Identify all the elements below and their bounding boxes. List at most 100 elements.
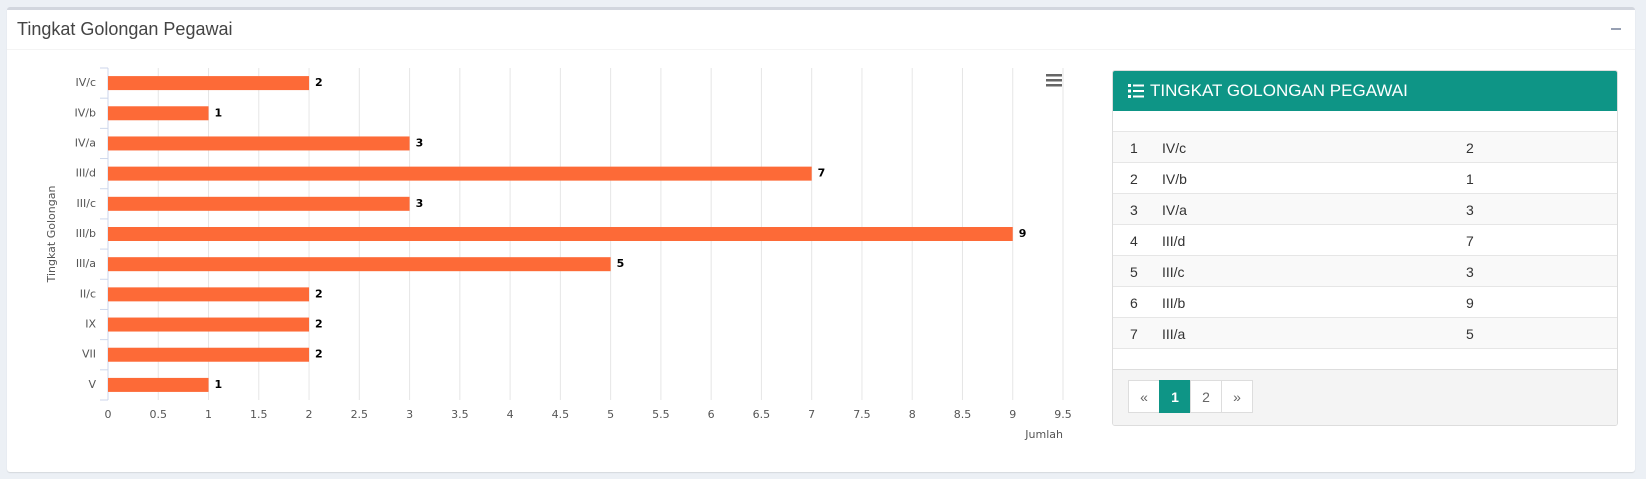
table-cell: 9	[1466, 295, 1474, 311]
x-tick-label: 3.5	[451, 408, 469, 421]
page-button[interactable]: «	[1128, 380, 1160, 413]
table-cell: 4	[1130, 233, 1138, 249]
data-label: 1	[215, 106, 223, 119]
x-tick-label: 4.5	[552, 408, 570, 421]
table-cell: 7	[1466, 233, 1474, 249]
y-tick-label: V	[88, 378, 96, 391]
table-cell: 3	[1466, 264, 1474, 280]
x-tick-label: 1.5	[250, 408, 268, 421]
table-cell: 3	[1466, 202, 1474, 218]
table-cell: 1	[1466, 171, 1474, 187]
table-box: TINGKAT GOLONGAN PEGAWAI 1 IV/c 2 2 IV/b 1 3 IV…	[1112, 70, 1618, 426]
table-row: 6 III/b 9	[1113, 286, 1617, 318]
x-tick-label: 2	[306, 408, 313, 421]
x-tick-label: 4	[507, 408, 514, 421]
bar	[108, 76, 310, 91]
page-button[interactable]: »	[1221, 380, 1253, 413]
y-tick-label: IV/c	[75, 76, 96, 89]
x-tick-label: 7.5	[853, 408, 871, 421]
collapse-button[interactable]	[1611, 28, 1621, 30]
y-tick-label: IV/a	[75, 136, 96, 149]
table-cell: 1	[1130, 140, 1138, 156]
x-axis-title: Jumlah	[1024, 428, 1063, 441]
table-cell: 5	[1466, 326, 1474, 342]
y-tick-label: VII	[82, 348, 96, 361]
page-button[interactable]: 1	[1159, 380, 1191, 413]
table-cell: IV/c	[1162, 140, 1187, 156]
data-label: 3	[416, 197, 424, 210]
table-cell: III/c	[1162, 264, 1185, 280]
x-tick-label: 9	[1009, 408, 1016, 421]
x-tick-label: 8.5	[954, 408, 972, 421]
table-cell: 3	[1130, 202, 1138, 218]
page-button[interactable]: 2	[1190, 380, 1222, 413]
panel-title: Tingkat Golongan Pegawai	[17, 19, 233, 39]
x-tick-label: 0	[105, 408, 112, 421]
data-label: 2	[315, 348, 323, 361]
x-tick-label: 6.5	[753, 408, 771, 421]
table-cell: III/b	[1162, 295, 1186, 311]
x-tick-label: 6	[708, 408, 715, 421]
bar	[108, 227, 1013, 241]
panel: Tingkat Golongan Pegawai 0 0.5 1 1.5 2 2.5 3 3.…	[7, 7, 1635, 472]
data-label: 3	[416, 136, 424, 149]
table-cell: III/d	[1162, 233, 1186, 249]
bar	[108, 166, 812, 181]
x-tick-label: 0.5	[150, 408, 168, 421]
table-row: 1 IV/c 2	[1113, 131, 1617, 163]
bar	[108, 106, 209, 121]
x-tick-label: 2.5	[351, 408, 369, 421]
y-tick-label: III/d	[76, 167, 96, 180]
x-tick-label: 5	[607, 408, 614, 421]
data-label: 2	[315, 76, 323, 89]
data-label: 5	[617, 257, 625, 270]
y-tick-label: III/c	[77, 197, 97, 210]
y-tick-label: IX	[85, 318, 96, 331]
bar	[108, 287, 310, 302]
bar	[108, 136, 410, 151]
table-row: 3 IV/a 3	[1113, 193, 1617, 225]
data-label: 1	[215, 378, 223, 391]
table-footer: «1 2»	[1113, 369, 1617, 425]
bar	[108, 347, 310, 362]
bar	[108, 317, 310, 332]
list-icon	[1128, 84, 1144, 98]
table-header: TINGKAT GOLONGAN PEGAWAI	[1113, 71, 1617, 111]
table-rule	[1113, 348, 1617, 349]
x-tick-label: 7	[808, 408, 815, 421]
table-cell: III/a	[1162, 326, 1186, 342]
y-tick-label: III/b	[76, 227, 96, 240]
table-row: 5 III/c 3	[1113, 255, 1617, 287]
data-label: 7	[818, 167, 826, 180]
y-axis-title: Tingkat Golongan	[45, 186, 58, 284]
bar	[108, 196, 410, 211]
data-label: 2	[315, 318, 323, 331]
x-tick-label: 9.5	[1054, 408, 1072, 421]
bar	[108, 377, 209, 392]
x-tick-label: 1	[205, 408, 212, 421]
table-cell: 2	[1466, 140, 1474, 156]
panel-header: Tingkat Golongan Pegawai	[7, 10, 1635, 50]
y-tick-label: IV/b	[75, 106, 96, 119]
bar	[108, 257, 611, 272]
table-cell: 6	[1130, 295, 1138, 311]
x-tick-label: 8	[909, 408, 916, 421]
table-row: 4 III/d 7	[1113, 224, 1617, 256]
table-cell: 2	[1130, 171, 1138, 187]
x-tick-label: 5.5	[652, 408, 670, 421]
table-cell: 5	[1130, 264, 1138, 280]
table-row: 2 IV/b 1	[1113, 162, 1617, 194]
chart: 0 0.5 1 1.5 2 2.5 3 3.5 4 4.5 5 5.5 6 6.5 7 7.5 8 8.5 9 9.5…	[45, 67, 1072, 441]
x-tick-label: 3	[406, 408, 413, 421]
table-cell: 7	[1130, 326, 1138, 342]
chart-menu[interactable]	[1046, 74, 1062, 87]
table-title: TINGKAT GOLONGAN PEGAWAI	[1150, 81, 1408, 100]
data-label: 2	[315, 287, 323, 300]
table-cell: IV/a	[1162, 202, 1187, 218]
table-cell: IV/b	[1162, 171, 1187, 187]
data-label: 9	[1019, 227, 1027, 240]
y-tick-label: III/a	[76, 257, 96, 270]
y-tick-label: II/c	[80, 287, 96, 300]
table-row: 7 III/a 5	[1113, 317, 1617, 349]
